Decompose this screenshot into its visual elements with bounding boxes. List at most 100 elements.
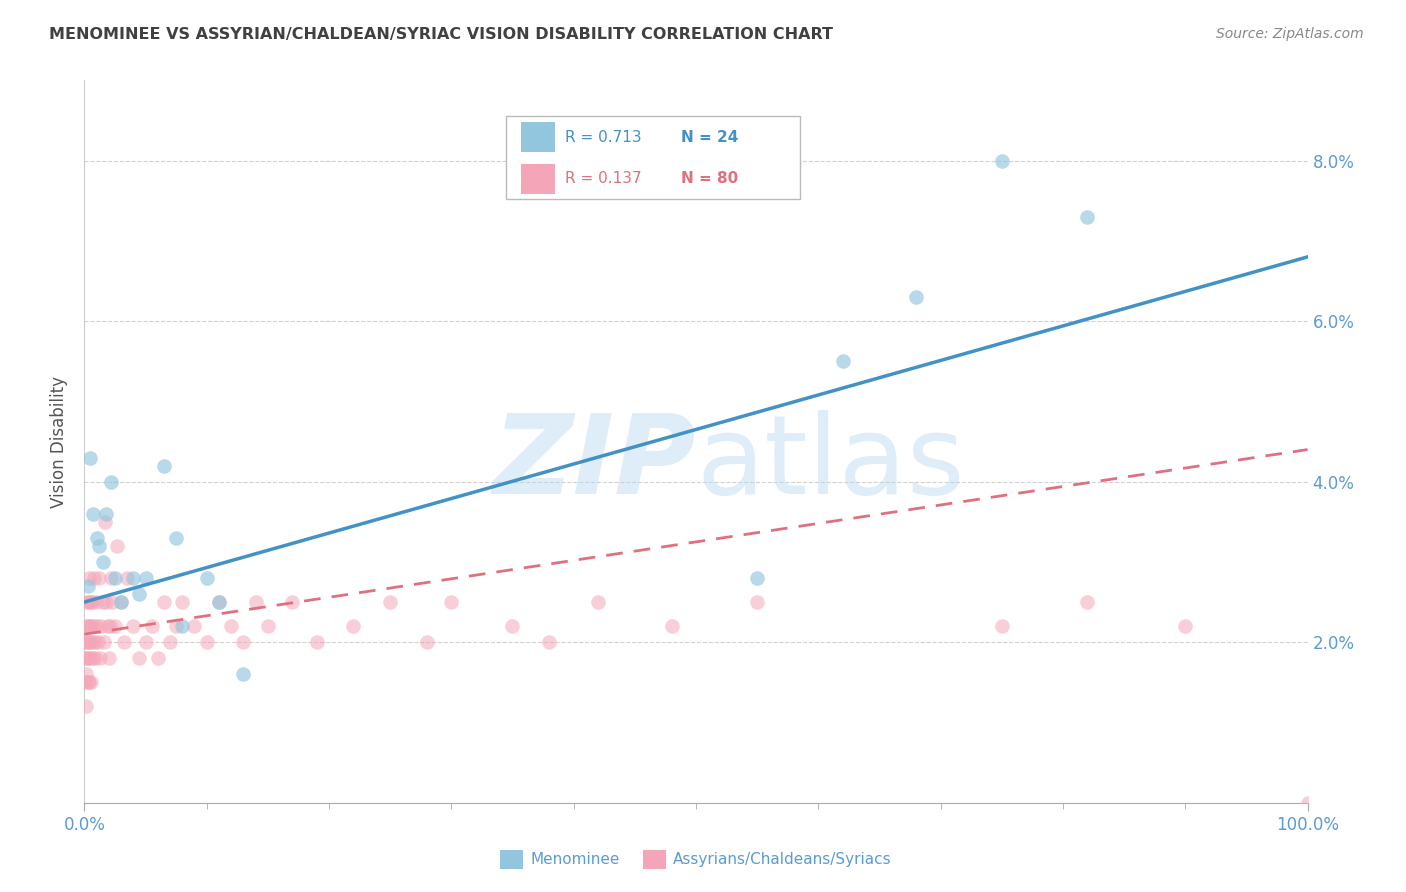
Point: [110, 595, 132, 609]
Point: [97, 619, 120, 633]
Point: [75, 699, 97, 714]
Point: [73, 675, 96, 690]
Point: [93, 635, 115, 649]
Point: [76, 651, 98, 665]
Point: [1296, 796, 1319, 810]
Point: [135, 571, 157, 585]
Point: [195, 571, 218, 585]
Point: [101, 595, 124, 609]
Text: R = 0.137: R = 0.137: [565, 171, 641, 186]
Point: [538, 635, 561, 649]
Point: [281, 595, 304, 609]
Text: N = 80: N = 80: [682, 171, 738, 186]
Point: [86, 531, 108, 545]
Point: [79, 651, 101, 665]
Point: [79, 450, 101, 465]
Point: [208, 595, 231, 609]
Point: [75, 651, 97, 665]
Text: MENOMINEE VS ASSYRIAN/CHALDEAN/SYRIAC VISION DISABILITY CORRELATION CHART: MENOMINEE VS ASSYRIAN/CHALDEAN/SYRIAC VI…: [49, 27, 834, 42]
Point: [305, 635, 328, 649]
Text: ZIP: ZIP: [492, 409, 696, 516]
Point: [79, 675, 101, 690]
Point: [153, 458, 176, 473]
Point: [905, 290, 928, 304]
Point: [104, 571, 127, 585]
Point: [380, 595, 402, 609]
Point: [76, 675, 98, 690]
Y-axis label: Vision Disability: Vision Disability: [49, 376, 67, 508]
Point: [80, 595, 103, 609]
Point: [76, 619, 98, 633]
Point: [128, 651, 150, 665]
Point: [76, 635, 98, 649]
Point: [82, 507, 104, 521]
Point: [195, 635, 218, 649]
Point: [232, 635, 254, 649]
Point: [75, 635, 97, 649]
Point: [502, 619, 524, 633]
Point: [416, 635, 439, 649]
FancyBboxPatch shape: [506, 117, 800, 200]
Text: N = 24: N = 24: [682, 129, 738, 145]
Point: [991, 619, 1014, 633]
Point: [84, 651, 107, 665]
Point: [91, 595, 114, 609]
Point: [165, 619, 187, 633]
Point: [661, 619, 683, 633]
Text: Source: ZipAtlas.com: Source: ZipAtlas.com: [1216, 27, 1364, 41]
Point: [77, 595, 100, 609]
Point: [80, 675, 103, 690]
Point: [146, 651, 169, 665]
Point: [80, 619, 103, 633]
Point: [77, 579, 100, 593]
Point: [747, 571, 769, 585]
Point: [110, 595, 132, 609]
Point: [153, 595, 176, 609]
Point: [79, 635, 101, 649]
Point: [208, 595, 231, 609]
Point: [245, 595, 267, 609]
Bar: [522, 163, 555, 194]
Point: [87, 539, 110, 553]
Point: [183, 619, 205, 633]
Point: [122, 619, 145, 633]
Point: [112, 635, 135, 649]
Point: [105, 539, 128, 553]
Point: [135, 635, 157, 649]
Point: [991, 153, 1014, 168]
Point: [165, 531, 187, 545]
Point: [79, 619, 101, 633]
Point: [96, 595, 118, 609]
Point: [87, 571, 110, 585]
Point: [831, 354, 853, 368]
Point: [128, 587, 150, 601]
Point: [77, 571, 100, 585]
Point: [1174, 619, 1197, 633]
Point: [82, 595, 104, 609]
Point: [98, 619, 121, 633]
Point: [232, 667, 254, 681]
Point: [77, 619, 100, 633]
Point: [82, 651, 104, 665]
Point: [80, 635, 103, 649]
Text: atlas: atlas: [696, 409, 965, 516]
Point: [91, 555, 114, 569]
Point: [586, 595, 609, 609]
Legend: Menominee, Assyrians/Chaldeans/Syriacs: Menominee, Assyrians/Chaldeans/Syriacs: [494, 844, 898, 875]
Point: [83, 571, 105, 585]
Point: [100, 571, 122, 585]
Point: [77, 651, 100, 665]
Point: [76, 595, 98, 609]
Point: [104, 619, 127, 633]
Point: [115, 571, 138, 585]
Point: [141, 619, 163, 633]
Point: [1076, 595, 1098, 609]
Point: [219, 619, 242, 633]
Point: [87, 635, 110, 649]
Point: [84, 595, 107, 609]
Point: [90, 619, 112, 633]
Point: [86, 619, 108, 633]
Point: [83, 619, 105, 633]
Bar: [522, 122, 555, 153]
Point: [83, 635, 105, 649]
